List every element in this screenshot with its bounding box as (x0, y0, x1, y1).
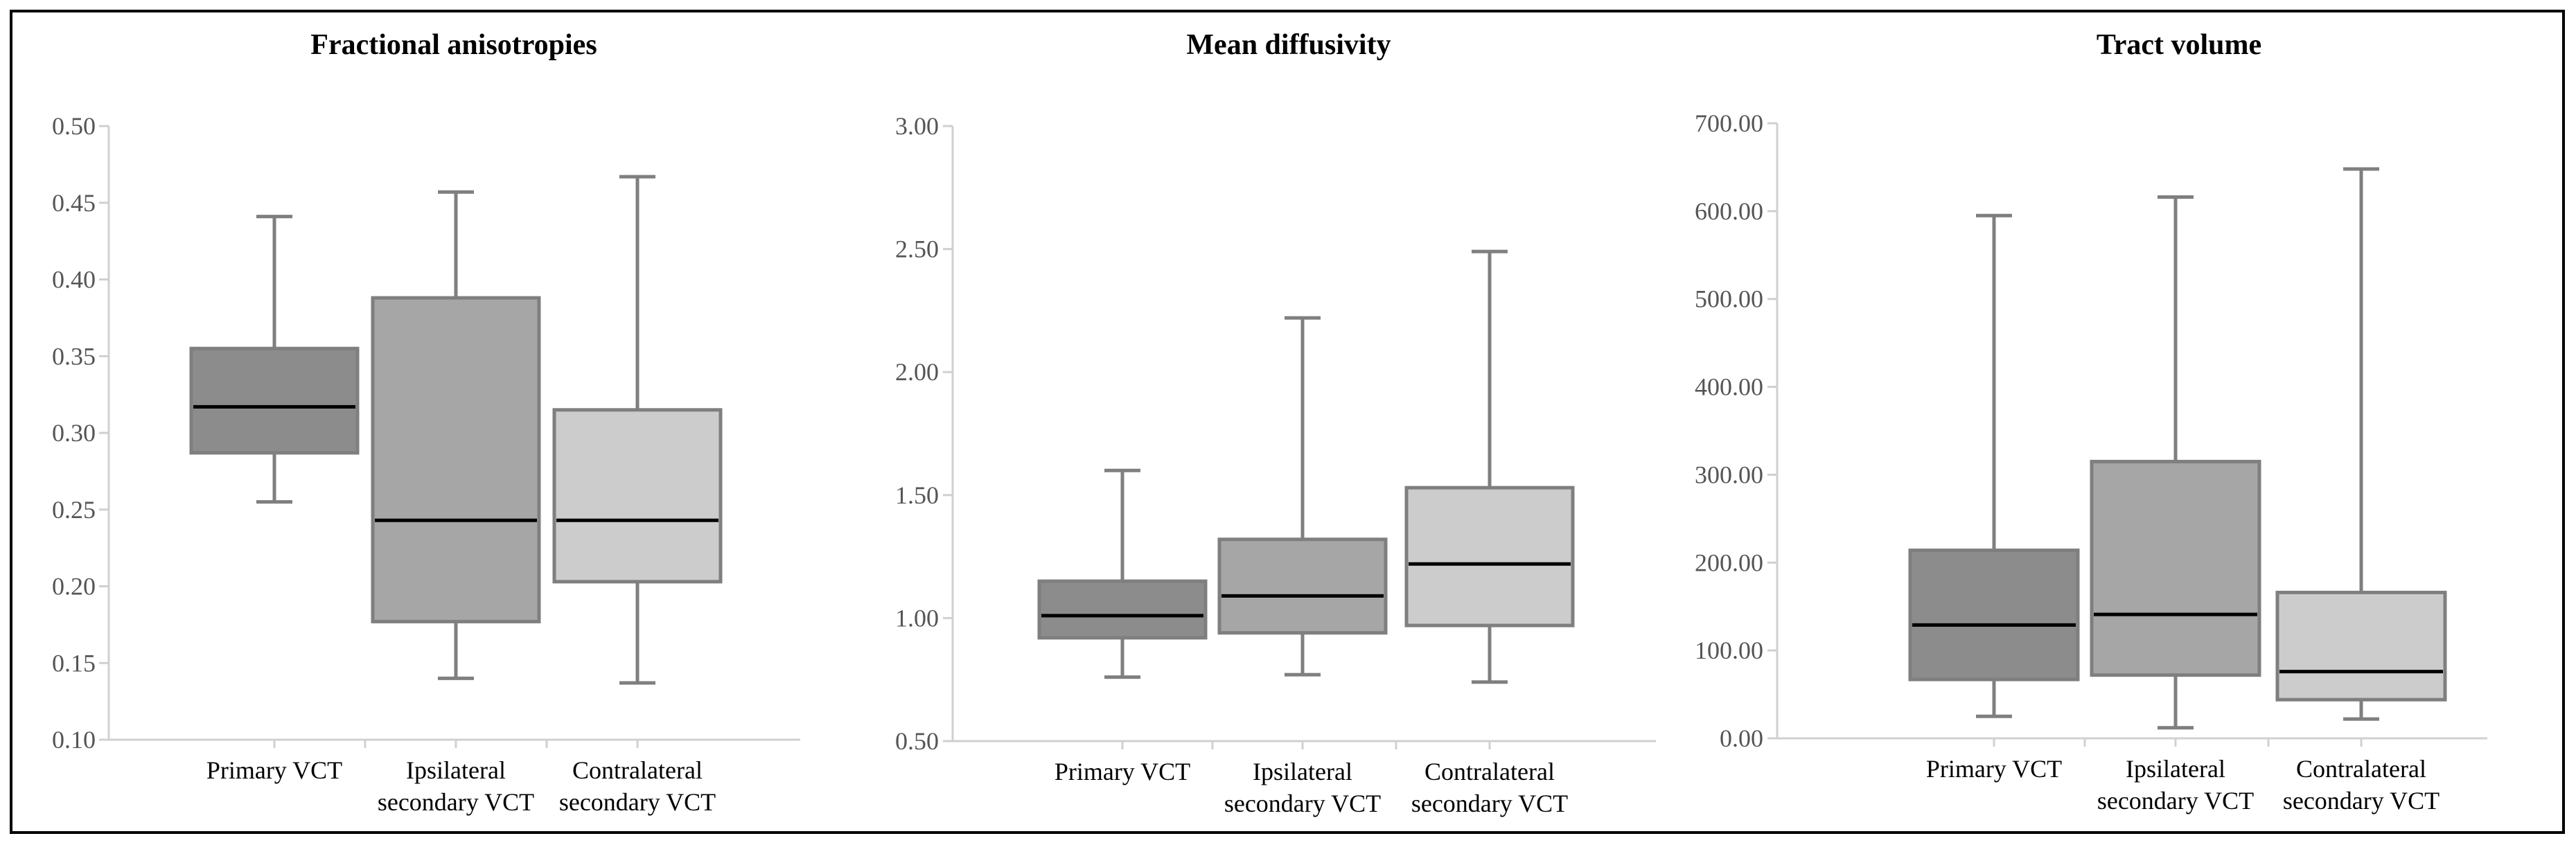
category-label-line: secondary VCT (1224, 790, 1381, 817)
y-tick-label: 3.00 (895, 112, 939, 140)
box-2 (371, 190, 541, 680)
iqr-box (1404, 486, 1575, 628)
category-label-line: Primary VCT (1055, 758, 1190, 785)
y-tick-label: 2.00 (895, 358, 939, 386)
box-1 (1037, 468, 1208, 679)
y-tick-label: 500.00 (1695, 285, 1763, 313)
box-3 (1404, 249, 1575, 684)
category-label-line: secondary VCT (559, 788, 716, 816)
y-tick-label: 1.50 (895, 481, 939, 509)
category-label: Primary VCT (1055, 758, 1190, 785)
category-label-line: Ipsilateral (406, 756, 506, 784)
iqr-box (371, 296, 541, 623)
chart-title: Mean diffusivity (1186, 29, 1391, 61)
iqr-box (1217, 537, 1388, 635)
y-tick-label: 400.00 (1695, 373, 1763, 401)
category-label-line: secondary VCT (1411, 790, 1568, 817)
y-tick-label: 100.00 (1695, 637, 1763, 664)
y-tick-label: 1.00 (895, 604, 939, 632)
category-label: Primary VCT (1926, 755, 2062, 783)
y-tick-label: 2.50 (895, 235, 939, 263)
category-label-line: Primary VCT (206, 756, 342, 784)
category-label-line: secondary VCT (378, 788, 534, 816)
iqr-box (1037, 579, 1208, 640)
category-label-line: Contralateral (2296, 755, 2426, 783)
y-tick-label: 700.00 (1695, 109, 1763, 137)
y-tick-label: 0.50 (52, 112, 96, 140)
category-label-line: Contralateral (572, 756, 703, 784)
chart-panel-2: Mean diffusivity 0.50 1.00 1.50 2.00 2.50 3.00… (895, 29, 1656, 817)
y-tick-label: 0.15 (52, 649, 96, 677)
box-1 (1908, 213, 2080, 718)
category-label: Primary VCT (206, 756, 342, 784)
iqr-box (2275, 590, 2447, 702)
y-tick-label: 300.00 (1695, 461, 1763, 488)
box-3 (552, 175, 723, 685)
category-label: Ipsilateral secondary VCT (2097, 755, 2254, 815)
chart-title: Fractional anisotropies (310, 29, 597, 61)
y-tick-label: 0.35 (52, 342, 96, 370)
y-tick-label: 0.30 (52, 419, 96, 447)
box-1 (189, 215, 360, 504)
category-label: Contralateral secondary VCT (2283, 755, 2440, 815)
category-label: Contralateral secondary VCT (559, 756, 716, 816)
y-tick-label: 0.25 (52, 496, 96, 524)
box-3 (2275, 167, 2447, 721)
y-tick-label: 0.50 (895, 727, 939, 755)
category-label: Ipsilateral secondary VCT (1224, 758, 1381, 817)
y-tick-label: 600.00 (1695, 197, 1763, 225)
chart-panel-3: Tract volume 0.00 100.00 200.00 300.00 400.00… (1695, 29, 2487, 815)
box-2 (2090, 195, 2261, 730)
category-label-line: Ipsilateral (1253, 758, 1352, 785)
y-tick-label: 0.10 (52, 726, 96, 754)
category-label-line: secondary VCT (2283, 787, 2440, 815)
iqr-box (1908, 549, 2080, 682)
category-label: Ipsilateral secondary VCT (378, 756, 534, 816)
box-2 (1217, 316, 1388, 677)
category-label-line: secondary VCT (2097, 787, 2254, 815)
chart-title: Tract volume (2097, 29, 2261, 61)
category-label-line: Ipsilateral (2126, 755, 2225, 783)
y-tick-label: 0.00 (1720, 724, 1763, 752)
iqr-box (2090, 459, 2261, 677)
iqr-box (189, 346, 360, 455)
y-tick-label: 200.00 (1695, 549, 1763, 576)
iqr-box (552, 408, 723, 584)
category-label-line: Contralateral (1424, 758, 1555, 785)
y-tick-label: 0.20 (52, 573, 96, 601)
chart-panel-1: Fractional anisotropies 0.10 0.15 0.20 0.25 0… (52, 29, 800, 816)
y-tick-label: 0.40 (52, 266, 96, 294)
category-label-line: Primary VCT (1926, 755, 2062, 783)
category-label: Contralateral secondary VCT (1411, 758, 1568, 817)
y-tick-label: 0.45 (52, 189, 96, 217)
